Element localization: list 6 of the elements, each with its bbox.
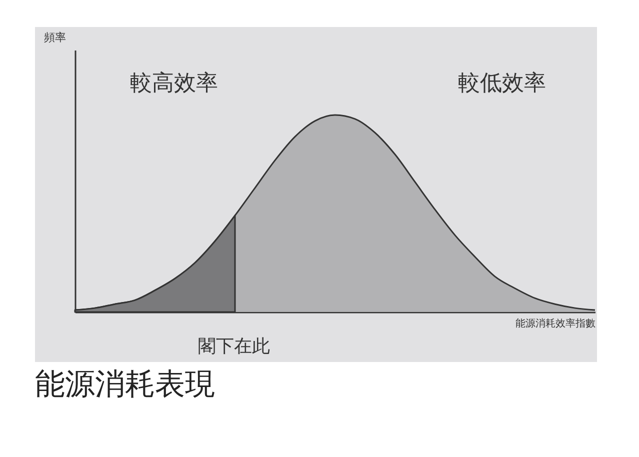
text: 閣下在此: [198, 336, 270, 357]
x-axis-title: 能源消耗效率指數: [516, 318, 596, 330]
text: 較低效率: [458, 71, 546, 96]
text: 較高效率: [130, 71, 218, 96]
text: 能源消耗表現: [35, 366, 215, 404]
text: 頻率: [44, 31, 66, 44]
